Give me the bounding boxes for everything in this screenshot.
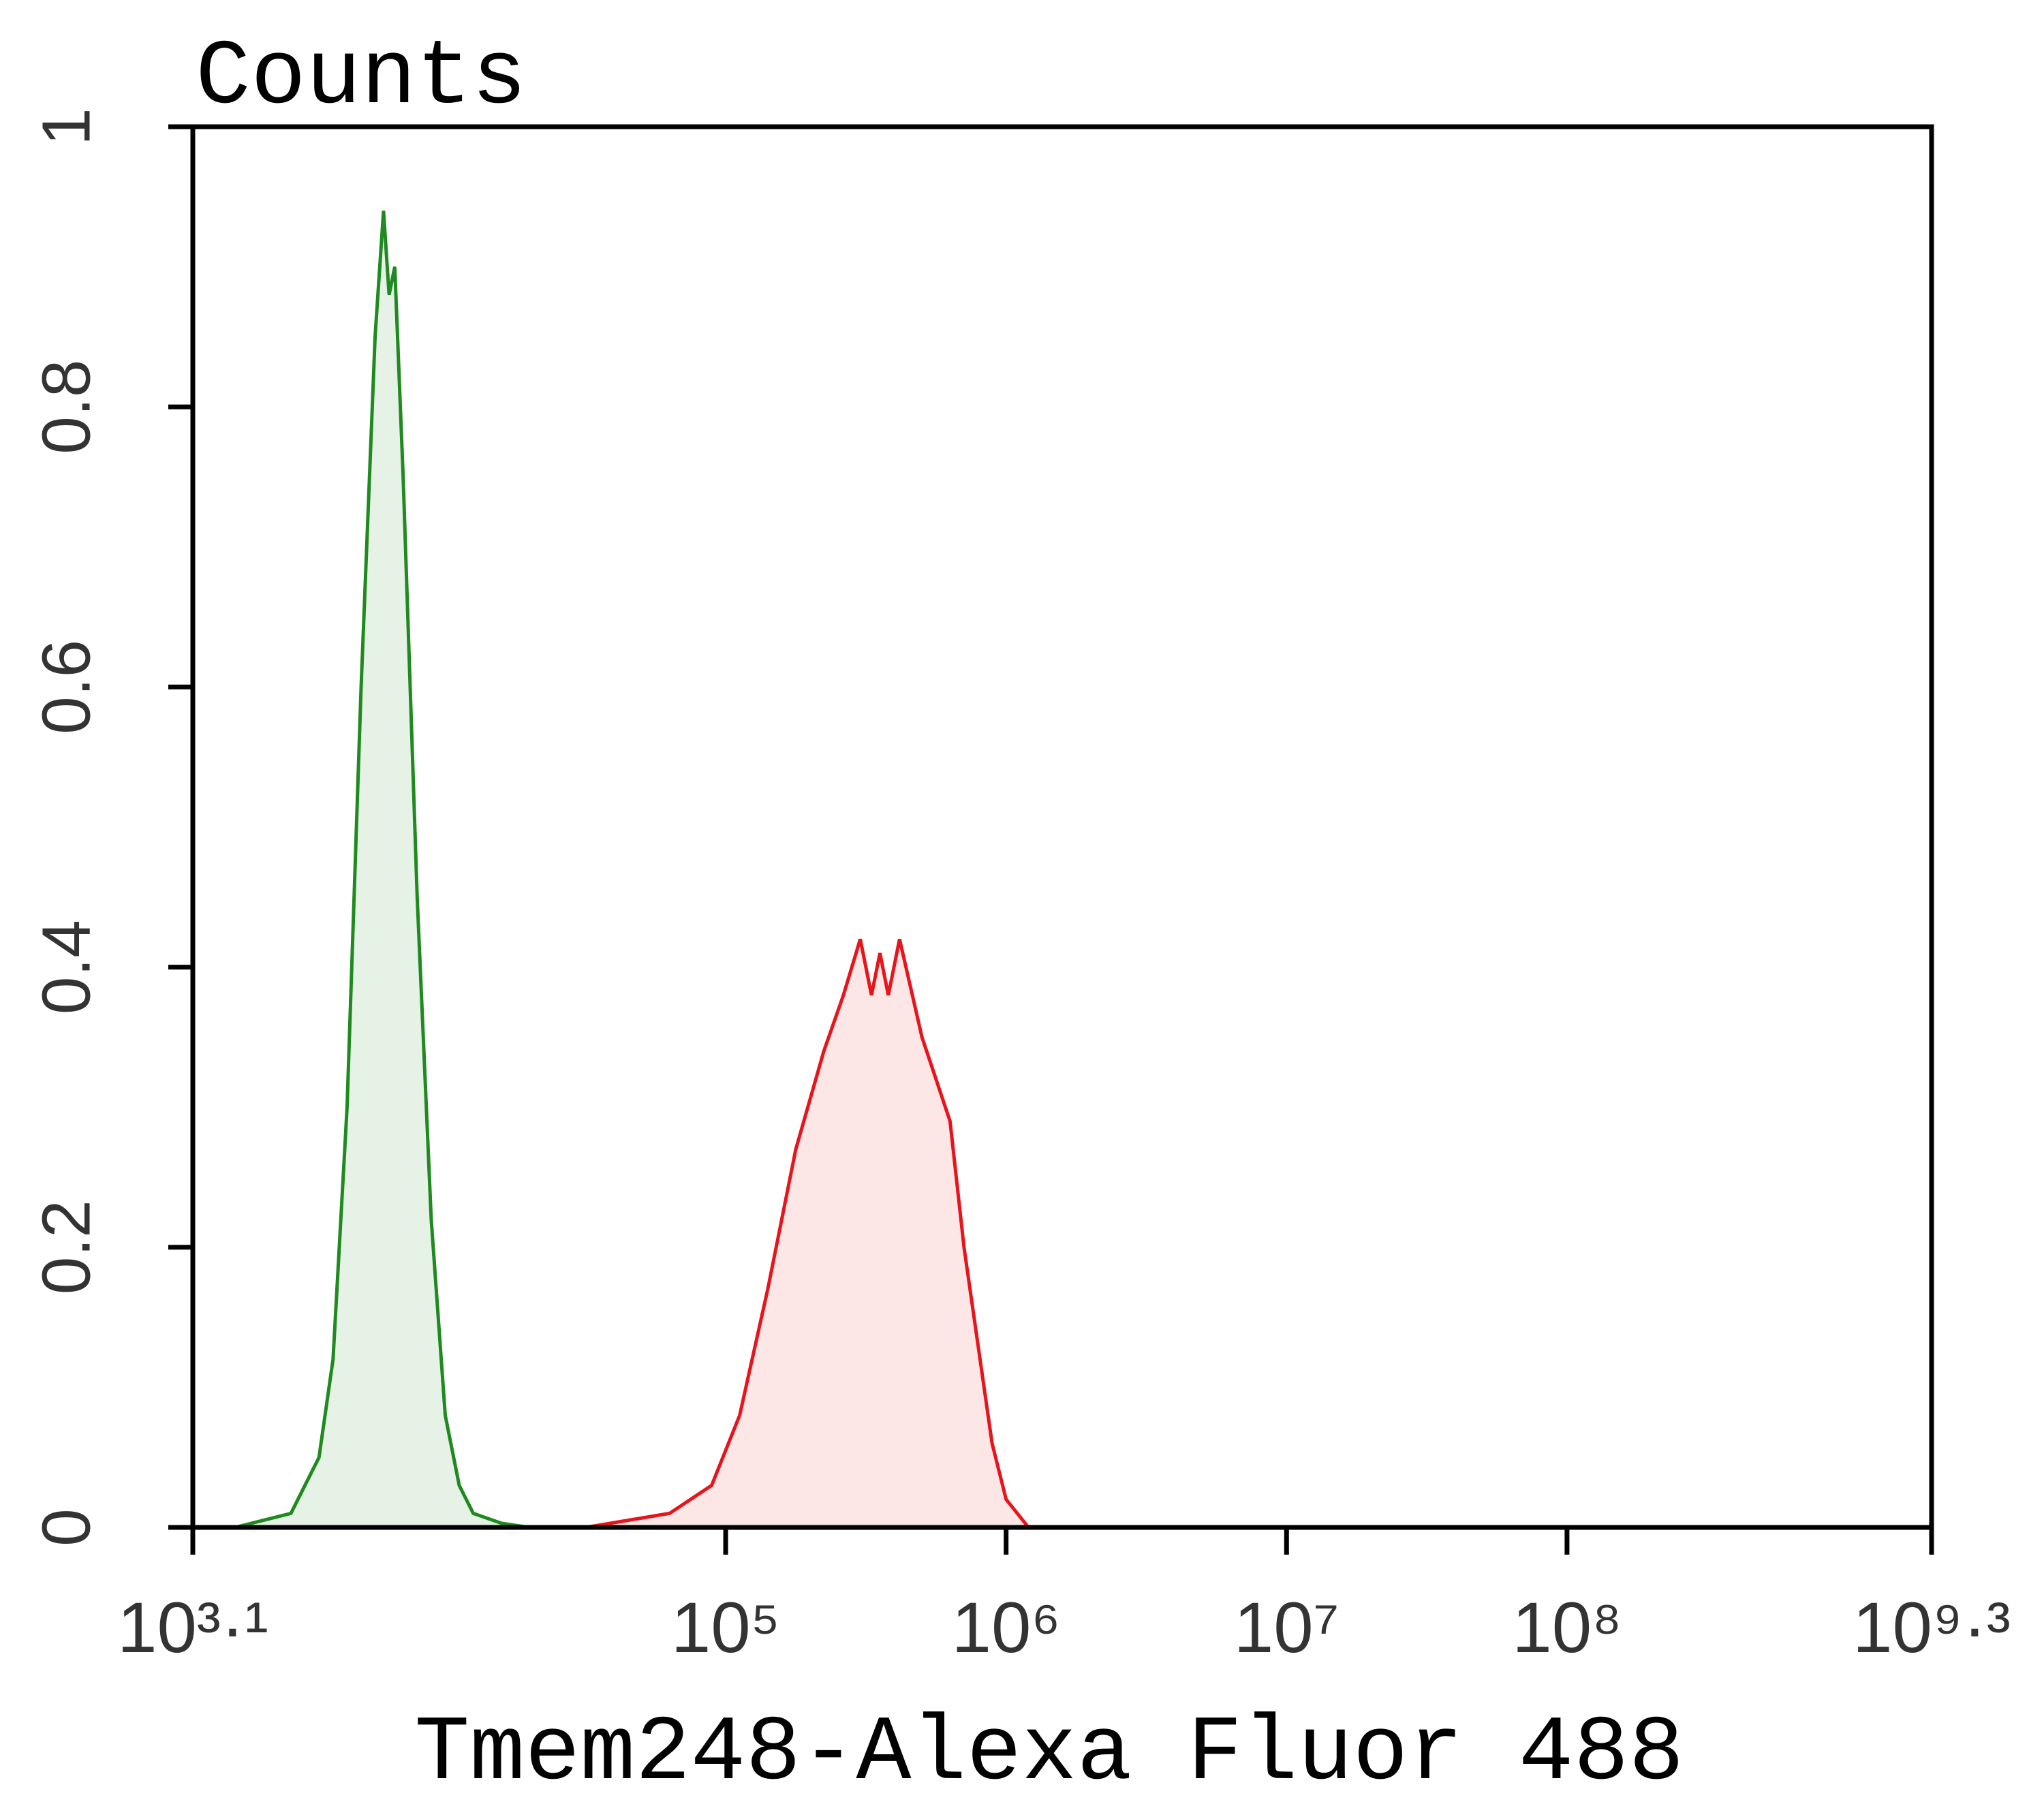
x-tick-label: 10⁷ [1234,1588,1340,1668]
y-tick-label: 0.2 [28,1200,104,1294]
y-tick-label: 0.4 [28,920,104,1014]
x-axis-label: Tmem248-Alexa Fluor 488 [414,1702,1684,1806]
x-tick-label: 10³·¹ [117,1588,268,1668]
histogram-area [585,939,1029,1527]
histogram-area [234,211,529,1527]
x-tick-label: 10⁶ [952,1588,1061,1668]
histogram-line [234,211,530,1529]
y-tick-label: 1 [28,108,104,146]
y-axis-label: Counts [196,26,527,130]
y-tick-label: 0.6 [28,640,104,734]
x-tick-label: 10⁸ [1512,1588,1622,1668]
y-tick-label: 0.8 [28,360,104,454]
histogram-line [585,938,1030,1529]
y-tick-label: 0 [28,1508,104,1546]
x-tick-label: 10⁹·³ [1853,1588,2011,1668]
plot-frame [190,124,1934,1530]
x-tick-label: 10⁵ [671,1588,780,1668]
